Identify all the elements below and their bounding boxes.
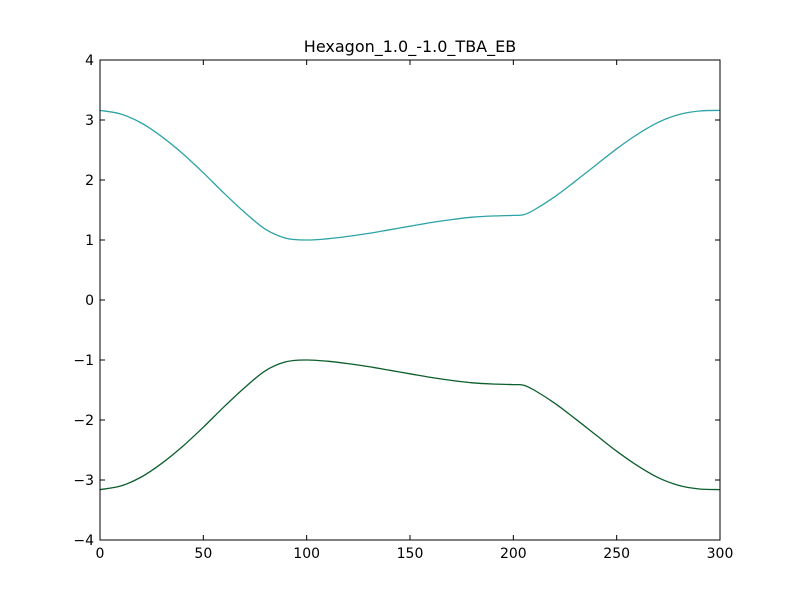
x-tick-label: 250: [603, 546, 630, 562]
x-tick-label: 150: [397, 546, 424, 562]
plot-area: [99, 109, 721, 491]
y-tick-label: −4: [73, 533, 94, 549]
y-tick-label: 3: [85, 113, 94, 129]
y-tick-label: 4: [85, 53, 94, 69]
axes: 0 50 100 150 200 250 300 −4 −3 −2 −1 0 1 2 3 4: [73, 53, 733, 562]
plot-frame: [99, 59, 721, 541]
y-tick-label: 2: [85, 173, 94, 189]
x-tick-label: 100: [293, 546, 320, 562]
series-line-2: [99, 359, 721, 491]
y-tick-label: 1: [85, 233, 94, 249]
x-tick-label: 200: [500, 546, 527, 562]
y-tick-label: −1: [73, 353, 94, 369]
chart-title: Hexagon_1.0_-1.0_TBA_EB: [304, 37, 516, 57]
y-tick-label: −2: [73, 413, 94, 429]
x-tick-label: 50: [194, 546, 212, 562]
y-tick-label: 0: [85, 293, 94, 309]
x-tick-label: 300: [707, 546, 734, 562]
series-line-1: [99, 109, 721, 241]
y-tick-label: −3: [73, 473, 94, 489]
x-tick-label: 0: [96, 546, 105, 562]
